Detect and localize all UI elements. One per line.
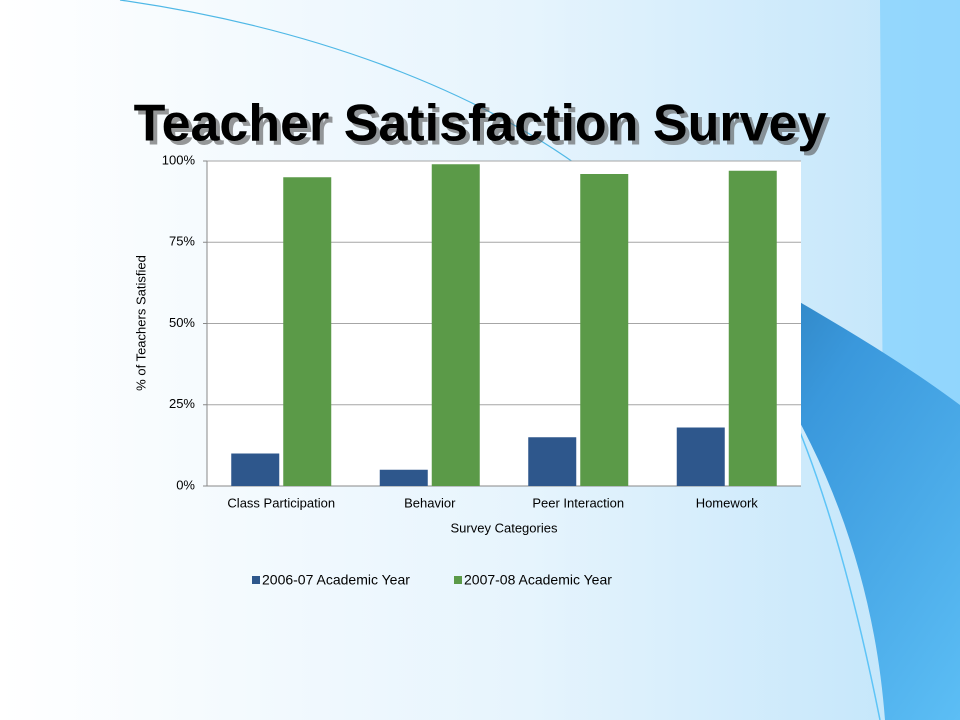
bar [231, 453, 280, 486]
y-axis-label: % of Teachers Satisfied [133, 255, 148, 391]
legend-label: 2007-08 Academic Year [464, 572, 612, 588]
x-tick-label: Class Participation [227, 495, 335, 510]
bar [676, 427, 725, 486]
y-tick-label: 100% [162, 152, 196, 167]
y-tick-label: 0% [176, 477, 195, 492]
x-tick-label: Behavior [404, 495, 456, 510]
decor-swoosh [605, 188, 960, 720]
legend-swatch [454, 576, 462, 584]
bar [580, 174, 629, 486]
legend-label: 2006-07 Academic Year [262, 572, 410, 588]
decor-line [119, 0, 611, 191]
y-tick-label: 75% [169, 234, 195, 249]
title-shadow: Teacher Satisfaction Survey [138, 99, 831, 157]
y-tick-label: 25% [169, 396, 195, 411]
y-tick-label: 50% [169, 315, 195, 330]
chart-title: Teacher Satisfaction Survey [134, 95, 827, 153]
bar [283, 177, 332, 486]
x-axis-label: Survey Categories [451, 520, 558, 535]
legend-swatch [252, 576, 260, 584]
x-tick-label: Homework [696, 495, 759, 510]
x-tick-label: Peer Interaction [532, 495, 624, 510]
bar [379, 469, 428, 486]
bar [431, 164, 480, 486]
bar [728, 170, 777, 486]
bar [528, 437, 577, 486]
